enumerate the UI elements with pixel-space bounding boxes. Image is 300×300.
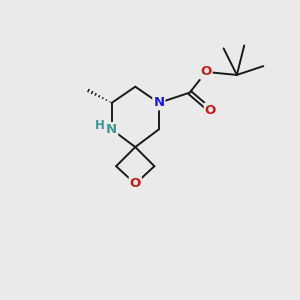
Text: H: H: [94, 119, 104, 132]
Text: O: O: [205, 104, 216, 117]
Text: N: N: [106, 123, 117, 136]
Text: O: O: [200, 65, 211, 79]
Text: N: N: [153, 96, 164, 110]
Text: O: O: [130, 177, 141, 190]
